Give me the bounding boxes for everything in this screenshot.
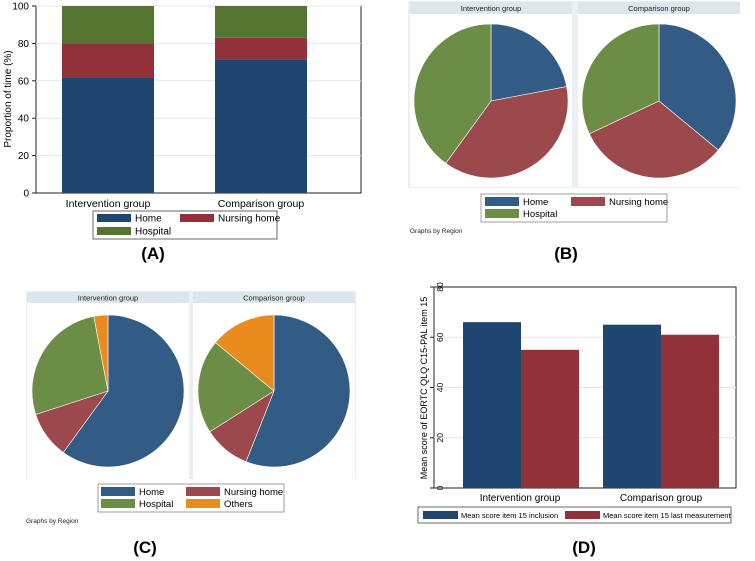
panel-c-label: (C)	[133, 538, 157, 557]
panel-d-legend-swatch	[423, 511, 458, 519]
panel-b-pie-slice	[588, 100, 719, 179]
panel-a-legend-label: Home	[135, 214, 162, 225]
panel-b-pie-slice	[581, 23, 660, 135]
panel-b-facet-title: Comparison group	[628, 4, 690, 13]
panel-c-legend-label: Home	[139, 487, 164, 498]
panel-b-pie-slice	[490, 23, 567, 102]
panel-b-note: Graphs by Region	[410, 228, 463, 235]
panel-a: 0 20 40 60 80 100 Proportion of time (%) Inte…	[3, 2, 362, 240]
panel-a-legend-label: Hospital	[135, 227, 171, 238]
panel-c-pie-slice	[62, 314, 185, 468]
panel-d-x-tick-label: Intervention group	[480, 493, 561, 504]
panel-b-legend: Home Nursing home Hospital	[480, 193, 668, 223]
panel-b-pie-slice	[658, 23, 737, 151]
panel-a-y-tick-label: 80	[18, 39, 30, 50]
panel-a-y-tick-label: 100	[12, 2, 29, 13]
panel-c-facet-title: Intervention group	[78, 294, 138, 303]
panel-a-bar-segment	[215, 59, 307, 193]
panel-c-pie-slice	[93, 314, 109, 392]
panel-b-legend-label: Home	[523, 197, 548, 208]
panel-a-x-tick-label: Comparison group	[218, 198, 305, 210]
panel-a-bar-segment	[62, 77, 154, 193]
panel-b-facet-strip	[578, 2, 740, 14]
panel-c-legend-swatch	[101, 499, 135, 508]
panel-c-legend-label: Hospital	[139, 499, 173, 510]
panel-c-facet-strip	[27, 292, 189, 303]
panel-d-y-ticks: 0 20 40 60 80	[430, 282, 445, 490]
panel-d-y-axis-label: Mean score of EORTC QLQ C15-PAL item 15	[419, 297, 429, 479]
panel-c-legend-label: Others	[224, 499, 253, 510]
panel-c-legend-label: Nursing home	[224, 487, 283, 498]
panel-a-y-tick-label: 40	[18, 114, 30, 125]
panel-b-pie-slice	[445, 86, 569, 179]
panel-d-legend: Mean score item 15 inclusion Mean score …	[417, 506, 731, 524]
panel-a-bar-segment	[215, 37, 307, 60]
panel-c-facet-title: Comparison group	[243, 294, 305, 303]
panel-d-legend-swatch	[565, 511, 600, 519]
panel-d: 0 20 40 60 80 Mean score of EORTC QLQ C15-PA…	[417, 282, 737, 524]
panel-b-legend-label: Nursing home	[609, 197, 668, 208]
panel-a-legend-swatch	[97, 214, 131, 222]
panel-a-legend: Home Nursing home Hospital	[92, 210, 281, 240]
panel-a-y-tick-label: 0	[23, 189, 29, 200]
panel-c-facet-strip	[193, 292, 355, 303]
panel-d-y-tick-label: 60	[435, 332, 445, 342]
panel-d-label: (D)	[572, 538, 596, 557]
panel-c-pie-intervention	[31, 314, 185, 468]
panel-d-legend-label: Mean score item 15 last measurement	[603, 511, 731, 520]
panel-c-pie-slice	[215, 314, 275, 392]
panel-c-pie-slice	[197, 342, 275, 433]
panel-d-bar	[661, 334, 719, 488]
panel-b-legend-label: Hospital	[523, 209, 557, 220]
panel-c-pie-comparison	[197, 314, 351, 468]
panel-a-x-tick-label: Intervention group	[66, 198, 151, 210]
panel-c-legend-swatch	[186, 487, 220, 496]
panel-b-facet-title: Intervention group	[461, 4, 521, 13]
panel-a-label: (A)	[141, 244, 165, 263]
panel-b-facet-strip	[410, 2, 572, 14]
panel-d-y-tick-label: 20	[435, 433, 445, 443]
panel-a-y-ticks: 0 20 40 60 80 100	[12, 2, 36, 200]
panel-b-legend-swatch	[571, 197, 605, 206]
panel-d-y-tick-label: 0	[435, 485, 445, 490]
panel-c-legend: Home Nursing home Hospital Others	[97, 483, 285, 513]
panel-d-bars	[463, 322, 719, 488]
panel-d-y-tick-label: 80	[435, 282, 445, 292]
panel-d-x-tick-label: Comparison group	[620, 493, 703, 504]
panel-a-bars	[62, 6, 307, 193]
panel-b-pie-intervention	[413, 23, 569, 179]
panel-b-legend-swatch	[485, 197, 519, 206]
panel-b-pie-slice	[413, 23, 492, 164]
panel-a-y-axis-label: Proportion of time (%)	[3, 50, 14, 147]
panel-a-bar-segment	[62, 6, 154, 44]
panel-d-bar	[521, 349, 579, 488]
panel-c-note: Graphs by Region	[26, 518, 79, 525]
panel-a-bar-segment	[215, 6, 307, 38]
panel-a-legend-swatch	[180, 214, 214, 222]
panel-d-bar	[603, 324, 661, 488]
panel-a-y-tick-label: 60	[18, 76, 30, 87]
panel-b: Intervention group Comparison group Home…	[408, 1, 740, 235]
panel-a-bar-segment	[62, 43, 154, 78]
panel-c-legend-swatch	[101, 487, 135, 496]
panel-d-bar	[463, 322, 521, 488]
panel-a-y-tick-label: 20	[18, 151, 30, 162]
panel-c: Intervention group Comparison group Home…	[26, 291, 356, 525]
panel-b-legend-swatch	[485, 209, 519, 218]
panel-c-pie-slice	[31, 315, 109, 415]
panel-b-pie-comparison	[581, 23, 737, 179]
panel-a-legend-swatch	[97, 227, 131, 235]
panel-d-legend-label: Mean score item 15 inclusion	[461, 511, 558, 520]
panel-a-legend-label: Nursing home	[218, 214, 281, 225]
panel-c-pie-slice	[245, 314, 351, 468]
panel-b-label: (B)	[554, 244, 578, 263]
panel-d-y-tick-label: 40	[435, 383, 445, 393]
panel-c-legend-swatch	[186, 499, 220, 508]
